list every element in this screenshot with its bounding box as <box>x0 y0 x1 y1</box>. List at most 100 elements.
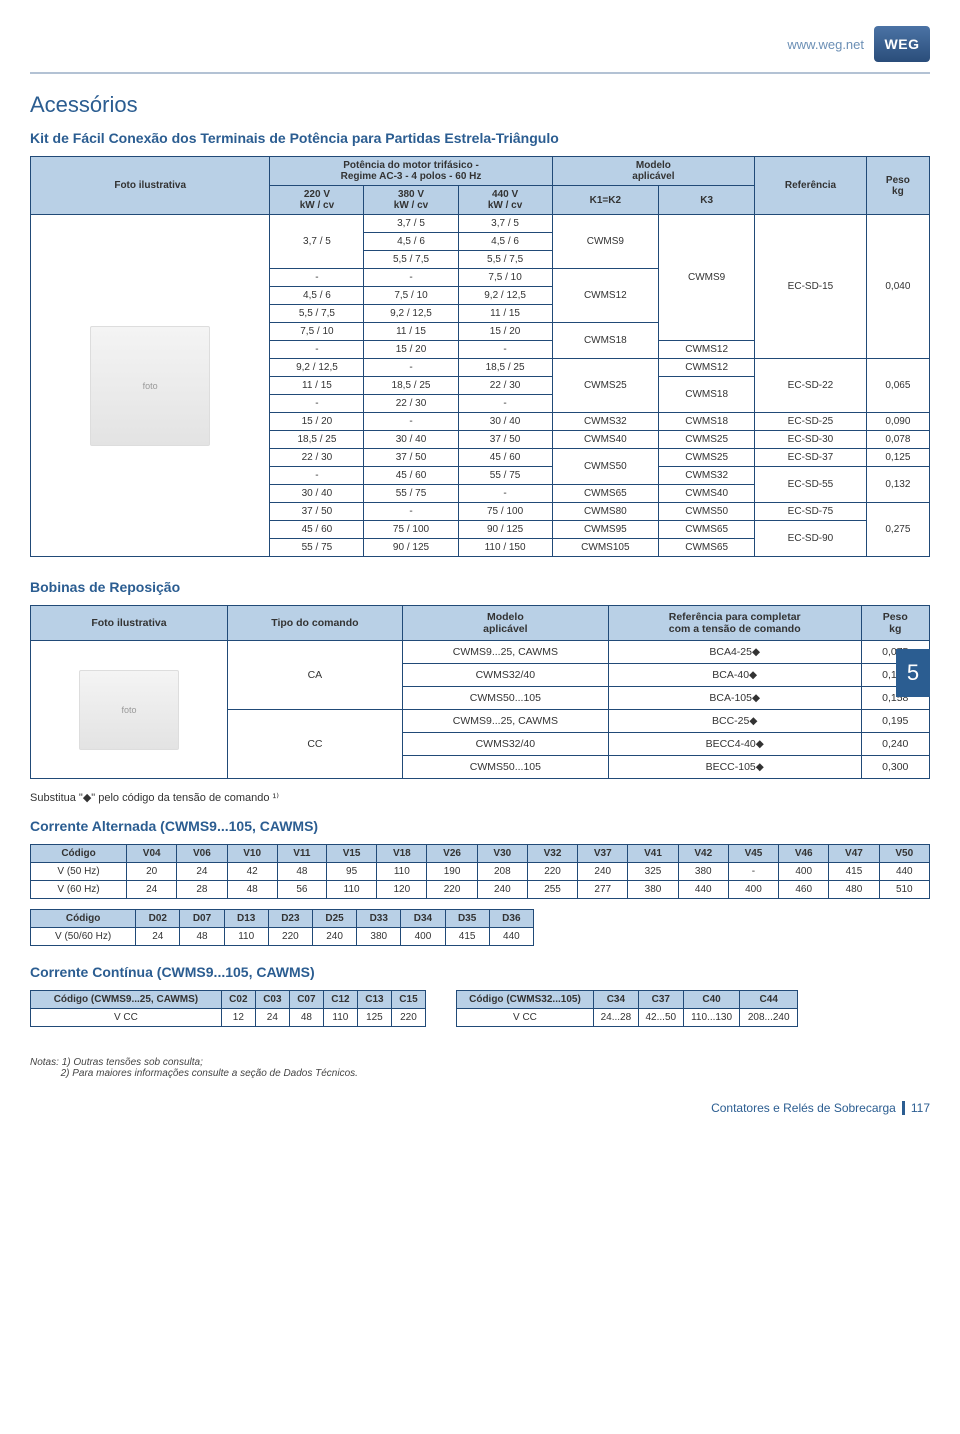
cell: 55 / 75 <box>270 539 364 557</box>
cell: 30 / 40 <box>364 431 458 449</box>
col-header: V15 <box>326 845 376 863</box>
cell: 9,2 / 12,5 <box>270 359 364 377</box>
cell: CA <box>227 641 402 710</box>
cell: V (50 Hz) <box>31 863 127 881</box>
cell: - <box>364 413 458 431</box>
cell: 0,195 <box>861 710 930 733</box>
col-mod-group: Modelo aplicável <box>552 157 755 186</box>
table-row: V CC24...2842...50110...130208...240 <box>457 1009 798 1027</box>
col-header: C44 <box>740 991 798 1009</box>
cell: 110 <box>326 881 376 899</box>
cell: 110 / 150 <box>458 539 552 557</box>
cell: 325 <box>628 863 678 881</box>
cell: 460 <box>779 881 829 899</box>
cell: 440 <box>678 881 728 899</box>
cell: 22 / 30 <box>364 395 458 413</box>
col-header: V06 <box>177 845 227 863</box>
col-header: C02 <box>221 991 255 1009</box>
cell: EC-SD-75 <box>755 503 867 521</box>
cell: 220 <box>527 863 577 881</box>
cell: 240 <box>312 928 356 946</box>
cell: 37 / 50 <box>458 431 552 449</box>
cell: 0,040 <box>866 215 929 359</box>
table-row: V (60 Hz)2428485611012022024025527738044… <box>31 881 930 899</box>
cell: 220 <box>268 928 312 946</box>
cell: 24 <box>136 928 180 946</box>
cc-title: Corrente Contínua (CWMS9...105, CAWMS) <box>30 964 930 980</box>
cell: CWMS32 <box>659 467 755 485</box>
col-header: C13 <box>357 991 391 1009</box>
col-pot-440: 440 V kW / cv <box>458 186 552 215</box>
cell: - <box>728 863 778 881</box>
col-header: D36 <box>489 910 533 928</box>
cell: 18,5 / 25 <box>364 377 458 395</box>
top-divider <box>30 72 930 74</box>
cell: V CC <box>457 1009 594 1027</box>
cell: 110 <box>377 863 427 881</box>
cell: 0,300 <box>861 756 930 779</box>
cell: 9,2 / 12,5 <box>364 305 458 323</box>
cell: CWMS32 <box>552 413 658 431</box>
cell: 45 / 60 <box>458 449 552 467</box>
cell: 380 <box>628 881 678 899</box>
cell: 28 <box>177 881 227 899</box>
cell: 415 <box>829 863 879 881</box>
col-ref: Referência <box>755 157 867 215</box>
cell: 45 / 60 <box>270 521 364 539</box>
cell: 18,5 / 25 <box>270 431 364 449</box>
cell: 30 / 40 <box>270 485 364 503</box>
cell: 240 <box>578 863 628 881</box>
cell: CWMS40 <box>659 485 755 503</box>
cell: CWMS18 <box>659 413 755 431</box>
cell: - <box>270 395 364 413</box>
footer-text: Contatores e Relés de Sobrecarga <box>711 1101 896 1115</box>
cell: CWMS50...105 <box>402 687 608 710</box>
bob-col-peso: Peso kg <box>861 606 930 641</box>
cell: 120 <box>377 881 427 899</box>
col-header: D07 <box>180 910 224 928</box>
kit-title: Kit de Fácil Conexão dos Terminais de Po… <box>30 130 930 146</box>
bob-col-mod: Modelo aplicável <box>402 606 608 641</box>
site-url: www.weg.net <box>787 37 864 52</box>
col-header: C15 <box>391 991 425 1009</box>
cell: CWMS25 <box>659 449 755 467</box>
cell: EC-SD-30 <box>755 431 867 449</box>
cell: BECC4-40◆ <box>608 733 861 756</box>
cell: 42 <box>227 863 277 881</box>
cell: 0,078 <box>866 431 929 449</box>
cell: CWMS25 <box>552 359 658 413</box>
cc-table-1: Código (CWMS9...25, CAWMS)C02C03C07C12C1… <box>30 990 426 1027</box>
cell: CWMS50...105 <box>402 756 608 779</box>
col-pot-380: 380 V kW / cv <box>364 186 458 215</box>
cell: CWMS50 <box>659 503 755 521</box>
cell: 15 / 20 <box>458 323 552 341</box>
cell: 37 / 50 <box>364 449 458 467</box>
cell: CWMS25 <box>659 431 755 449</box>
col-header: V47 <box>829 845 879 863</box>
col-header: V41 <box>628 845 678 863</box>
table-row: V CC122448110125220 <box>31 1009 426 1027</box>
cell: 415 <box>445 928 489 946</box>
cell: - <box>458 395 552 413</box>
cell: CWMS18 <box>659 377 755 413</box>
cell: 440 <box>879 863 929 881</box>
logo: WEG <box>874 26 930 62</box>
col-header: V11 <box>277 845 326 863</box>
cell: 15 / 20 <box>364 341 458 359</box>
col-header: C34 <box>593 991 638 1009</box>
col-header: V37 <box>578 845 628 863</box>
col-header: Código (CWMS32...105) <box>457 991 594 1009</box>
col-header: V46 <box>779 845 829 863</box>
col-header: C07 <box>289 991 323 1009</box>
cell: - <box>458 485 552 503</box>
col-header: V10 <box>227 845 277 863</box>
col-header: D23 <box>268 910 312 928</box>
bob-col-ref: Referência para completar com a tensão d… <box>608 606 861 641</box>
cell: - <box>364 359 458 377</box>
cell: EC-SD-25 <box>755 413 867 431</box>
cell: 400 <box>779 863 829 881</box>
cell: 22 / 30 <box>458 377 552 395</box>
col-header: D35 <box>445 910 489 928</box>
ac-table-2: CódigoD02D07D13D23D25D33D34D35D36V (50/6… <box>30 909 534 946</box>
cell: - <box>270 467 364 485</box>
